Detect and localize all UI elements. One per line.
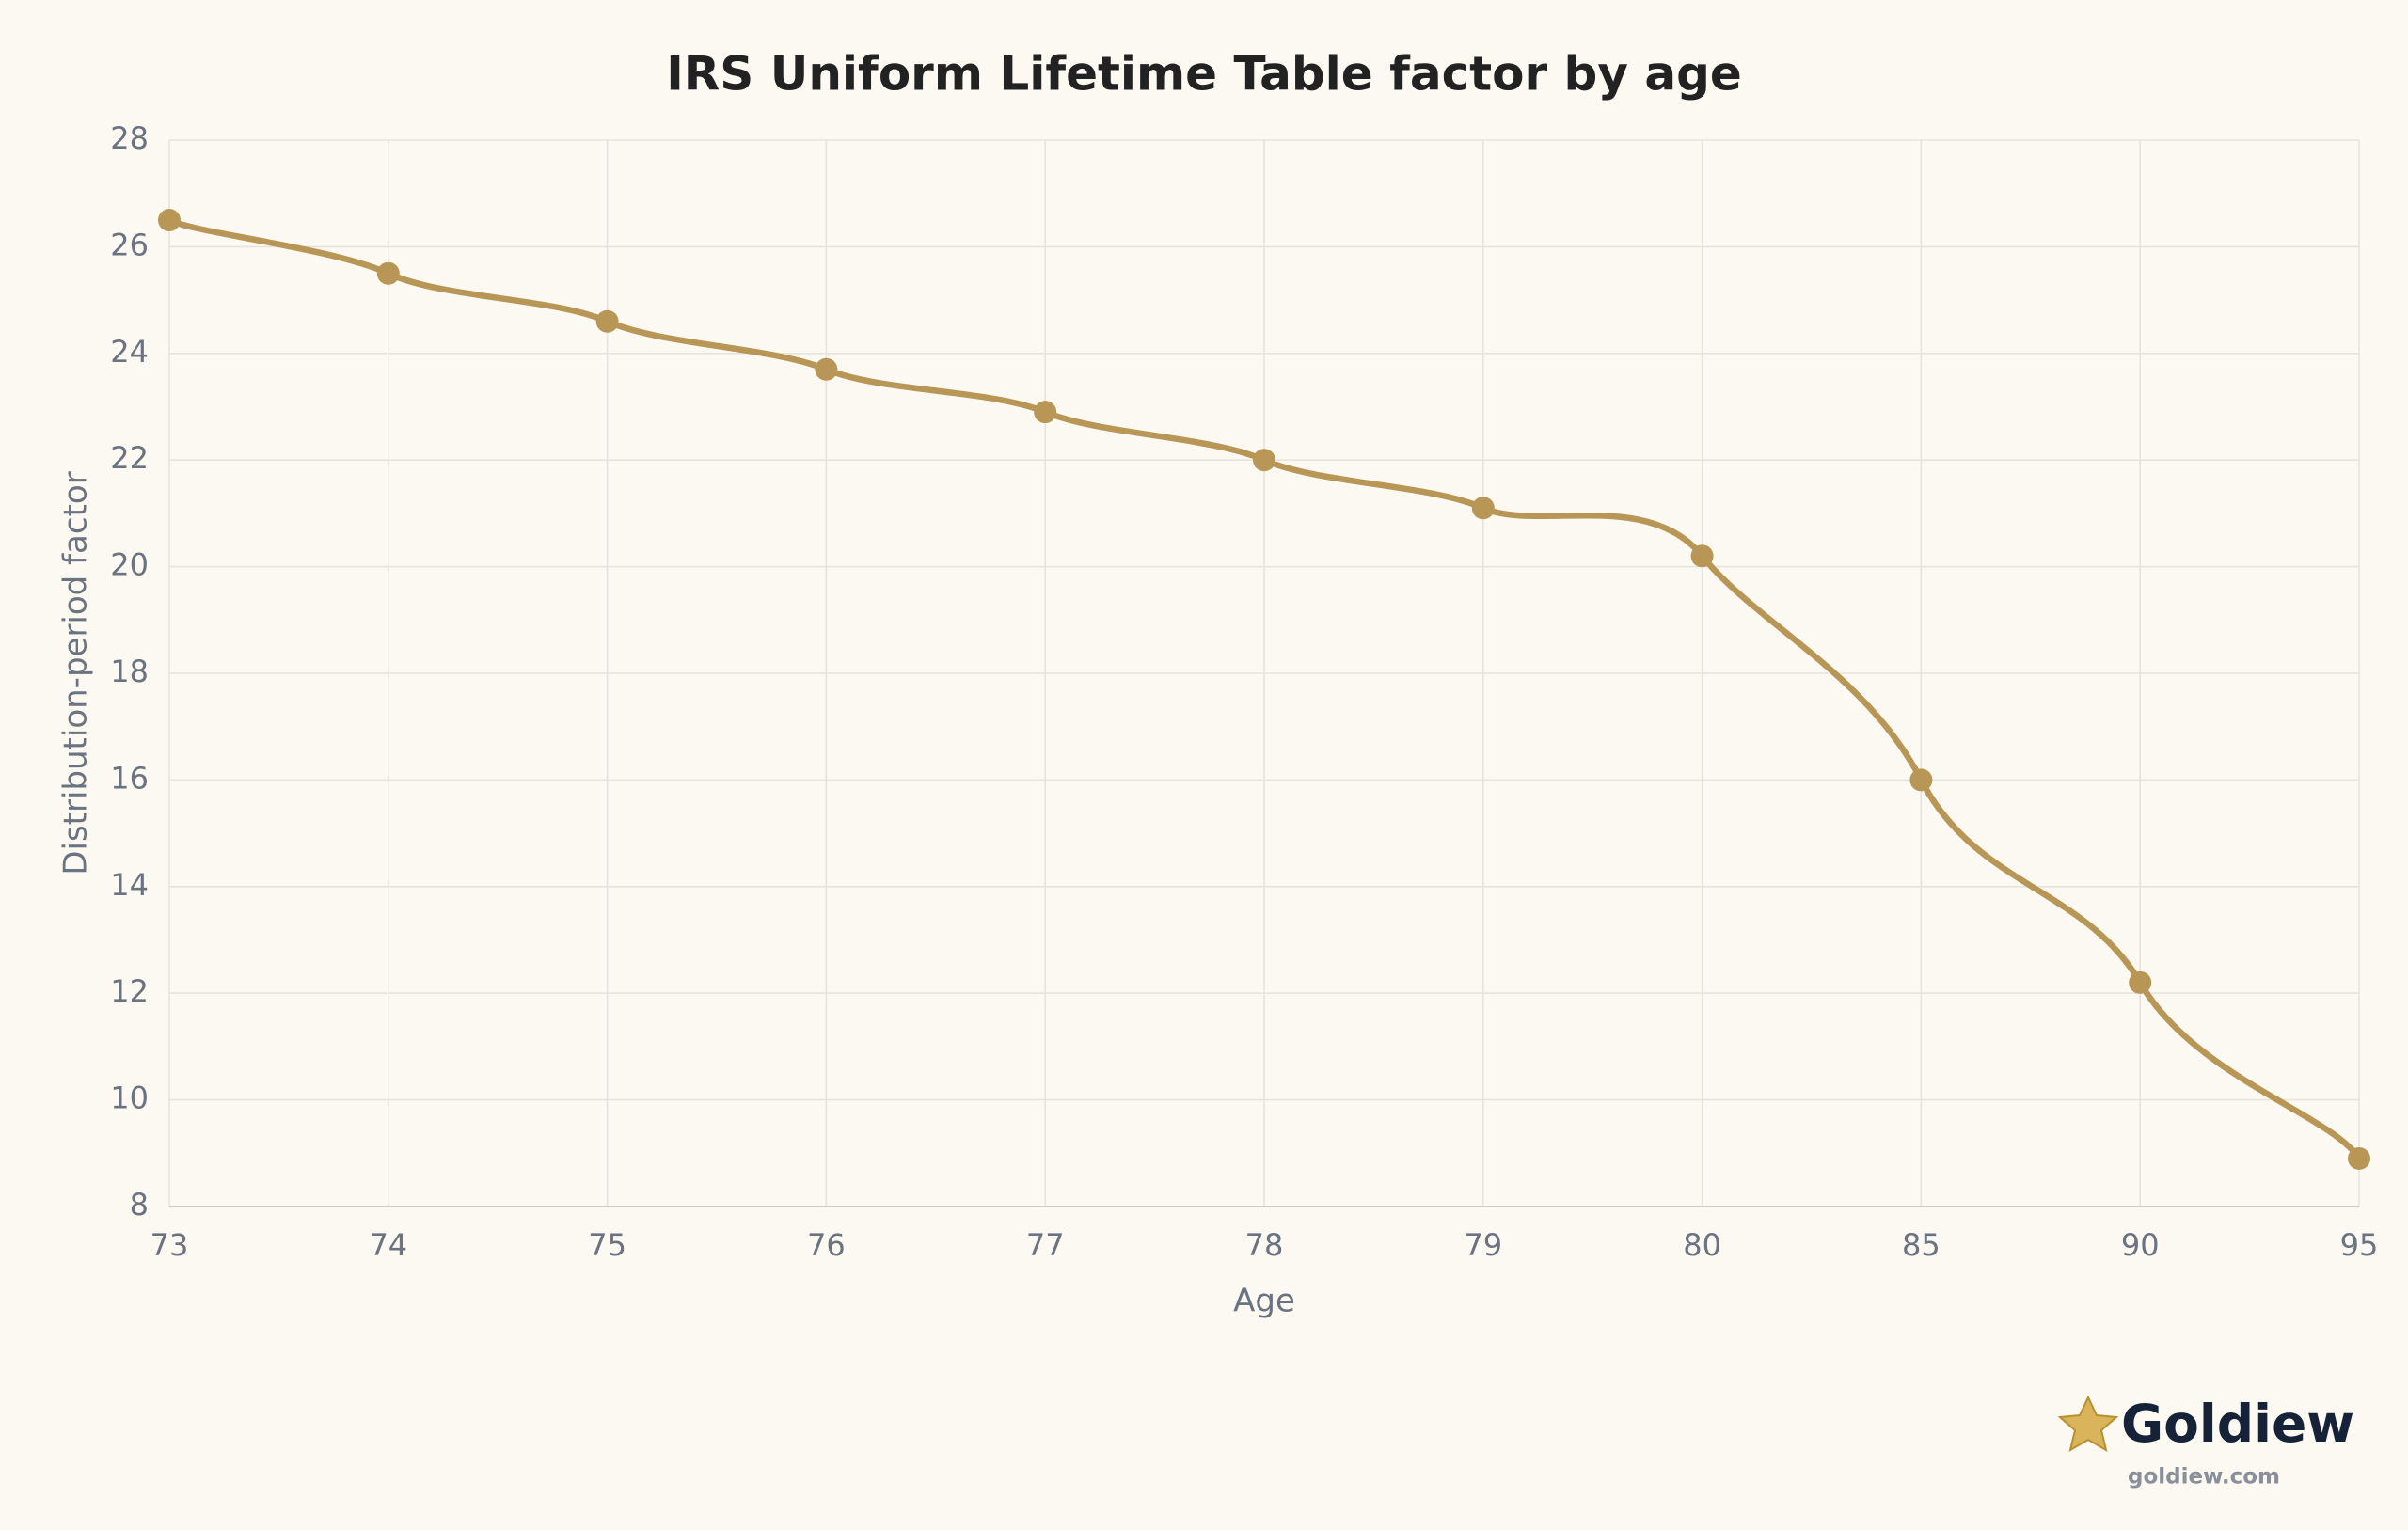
x-axis-label: Age <box>1233 1283 1295 1320</box>
line <box>167 217 2362 1160</box>
point <box>2129 970 2152 994</box>
x-tick-label: 79 <box>1464 1227 1502 1263</box>
x-tick-label: 80 <box>1683 1227 1721 1263</box>
point <box>2348 1146 2370 1170</box>
y-tick-label: 12 <box>110 973 149 1009</box>
x-tick-label: 77 <box>1026 1227 1065 1263</box>
x-tick-label: 74 <box>369 1227 407 1263</box>
x-tick-label: 78 <box>1245 1227 1284 1263</box>
x-tick-label: 73 <box>150 1227 189 1263</box>
x-tick-label: 85 <box>1902 1227 1941 1263</box>
point <box>595 309 619 333</box>
y-axis-label: Distribution-period factor <box>57 471 95 875</box>
y-tick-label: 22 <box>110 440 149 476</box>
y-tick-label: 28 <box>110 120 149 156</box>
x-tick-label: 90 <box>2121 1227 2160 1263</box>
y-tick-label: 20 <box>110 547 149 583</box>
point <box>815 357 838 381</box>
y-tick-label: 8 <box>130 1187 149 1222</box>
x-tick-label: 75 <box>588 1227 626 1263</box>
brand-url: goldiew.com <box>2128 1465 2280 1490</box>
point <box>158 209 181 232</box>
x-tick-label: 76 <box>807 1227 846 1263</box>
logo-star <box>2057 1395 2119 1453</box>
brand-name: Goldiew <box>2121 1394 2354 1454</box>
y-tick-label: 10 <box>110 1080 149 1116</box>
x-tick-label: 95 <box>2340 1227 2379 1263</box>
y-tick-label: 16 <box>110 760 149 796</box>
point <box>1690 544 1714 568</box>
point <box>1253 449 1275 472</box>
y-tick-label: 18 <box>110 654 149 689</box>
y-tick-label: 26 <box>110 227 149 262</box>
point <box>376 261 400 285</box>
point <box>1034 401 1057 424</box>
y-tick-label: 14 <box>110 867 149 903</box>
point <box>1471 497 1495 520</box>
y-tick-label: 24 <box>110 334 149 370</box>
chart-title: IRS Uniform Lifetime Table factor by age <box>666 47 1742 102</box>
point <box>1909 768 1933 792</box>
